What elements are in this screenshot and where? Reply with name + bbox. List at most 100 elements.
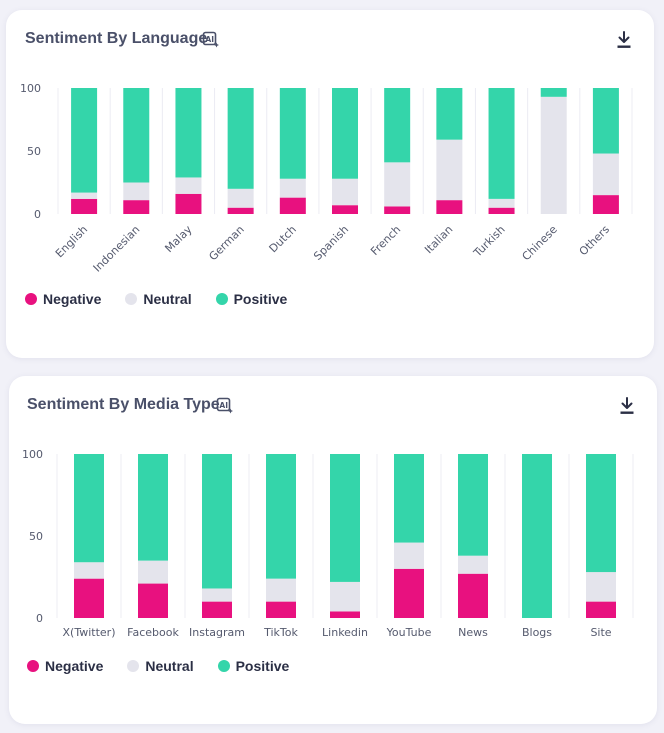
legend-positive[interactable]: Positive (217, 658, 290, 674)
bar-negative[interactable] (266, 601, 296, 618)
bar-positive[interactable] (202, 454, 232, 589)
x-tick-label: Facebook (127, 626, 179, 639)
bar-positive[interactable] (458, 454, 488, 556)
bar-negative[interactable] (394, 568, 424, 618)
legend-neutral[interactable]: Neutral (125, 291, 192, 307)
ai-sparkle-icon[interactable]: AI (202, 30, 220, 48)
x-tick-label: Others (577, 223, 613, 259)
legend-positive-label: Positive (233, 291, 288, 307)
x-tick-label: News (458, 626, 488, 639)
bar-negative[interactable] (586, 601, 616, 618)
sentiment-by-language-card: Sentiment By Language AI 100 50 0 English In… (6, 10, 654, 358)
legend-neutral-dot (127, 660, 140, 672)
bar-neutral[interactable] (279, 178, 306, 198)
bar-positive[interactable] (71, 88, 98, 193)
bar-neutral[interactable] (71, 192, 98, 199)
sentiment-language-chart: 100 50 0 English Indonesian Malay German Dutch S… (20, 82, 633, 275)
y-tick-label: 100 (22, 448, 43, 461)
bar-negative[interactable] (74, 578, 104, 618)
download-icon[interactable] (618, 396, 636, 416)
bar-positive[interactable] (175, 88, 202, 178)
legend-positive[interactable]: Positive (215, 291, 288, 307)
x-tick-label: Chinese (520, 223, 560, 263)
bar-positive[interactable] (592, 88, 619, 154)
bar-neutral[interactable] (123, 182, 150, 201)
svg-text:AI: AI (219, 401, 228, 410)
bar-neutral[interactable] (592, 153, 619, 196)
x-tick-label: Spanish (311, 223, 351, 263)
bar-positive[interactable] (488, 88, 515, 199)
bar-neutral[interactable] (332, 178, 358, 206)
bar-negative[interactable] (458, 573, 488, 618)
bar-neutral[interactable] (330, 581, 360, 612)
bar-negative[interactable] (138, 583, 168, 618)
bar-neutral[interactable] (586, 572, 616, 602)
bar-positive[interactable] (394, 454, 424, 543)
legend-negative[interactable]: Negative (25, 291, 101, 307)
card-title: Sentiment By Language (25, 30, 208, 47)
x-tick-label: Instagram (189, 626, 245, 639)
bar-neutral[interactable] (384, 162, 411, 207)
bar-neutral[interactable] (458, 555, 488, 574)
bar-positive[interactable] (332, 88, 358, 179)
x-tick-label: English (53, 223, 90, 260)
x-tick-label: Site (590, 626, 611, 639)
download-icon[interactable] (615, 30, 633, 50)
bar-positive[interactable] (279, 88, 306, 179)
bar-negative[interactable] (202, 601, 232, 618)
bar-neutral[interactable] (175, 177, 202, 194)
bar-negative[interactable] (71, 198, 98, 214)
bar-positive[interactable] (138, 454, 168, 561)
bar-negative[interactable] (384, 206, 411, 214)
y-tick-label: 50 (29, 530, 43, 543)
bar-positive[interactable] (586, 454, 616, 573)
legend-positive-dot (217, 660, 230, 672)
bar-neutral[interactable] (266, 578, 296, 602)
bar-neutral[interactable] (540, 96, 567, 214)
bar-negative[interactable] (279, 197, 306, 214)
x-tick-label: Turkish (470, 223, 507, 260)
bar-neutral[interactable] (227, 188, 254, 208)
bar-positive[interactable] (522, 454, 552, 618)
bar-positive[interactable] (227, 88, 254, 189)
bar-positive[interactable] (436, 88, 463, 140)
x-tick-label: Malay (162, 223, 195, 256)
x-tick-label: TikTok (263, 626, 298, 639)
bar-positive[interactable] (384, 88, 411, 163)
bar-negative[interactable] (123, 200, 150, 214)
bar-neutral[interactable] (488, 198, 515, 208)
bar-negative[interactable] (436, 200, 463, 214)
bar-negative[interactable] (175, 193, 202, 214)
bar-positive[interactable] (74, 454, 104, 563)
legend-neutral[interactable]: Neutral (127, 658, 194, 674)
bar-negative[interactable] (488, 207, 515, 214)
legend-positive-label: Positive (235, 658, 290, 674)
x-tick-label: Indonesian (91, 223, 143, 275)
legend-neutral-label: Neutral (143, 291, 192, 307)
bar-negative[interactable] (332, 205, 358, 214)
x-tick-label: Dutch (267, 223, 299, 255)
bar-neutral[interactable] (74, 562, 104, 579)
bar-negative[interactable] (592, 195, 619, 214)
legend-negative-label: Negative (45, 658, 104, 674)
bar-neutral[interactable] (394, 542, 424, 569)
bar-positive[interactable] (330, 454, 360, 582)
x-tick-label: Italian (422, 223, 455, 256)
y-tick-label: 0 (34, 208, 41, 221)
bar-positive[interactable] (123, 88, 150, 183)
x-tick-label: Blogs (522, 626, 552, 639)
bar-negative[interactable] (227, 207, 254, 214)
bar-positive[interactable] (540, 88, 567, 97)
bar-positive[interactable] (266, 454, 296, 579)
legend-negative[interactable]: Negative (27, 658, 103, 674)
legend-negative-dot (25, 293, 37, 305)
legend-neutral-dot (125, 293, 138, 305)
chart-legend: Negative Neutral Positive (25, 291, 287, 307)
y-tick-label: 100 (20, 82, 41, 95)
y-tick-label: 0 (36, 612, 43, 625)
ai-sparkle-icon[interactable]: AI (216, 396, 234, 414)
bar-neutral[interactable] (202, 588, 232, 602)
bar-negative[interactable] (330, 611, 360, 618)
bar-neutral[interactable] (138, 560, 168, 584)
bar-neutral[interactable] (436, 139, 463, 201)
